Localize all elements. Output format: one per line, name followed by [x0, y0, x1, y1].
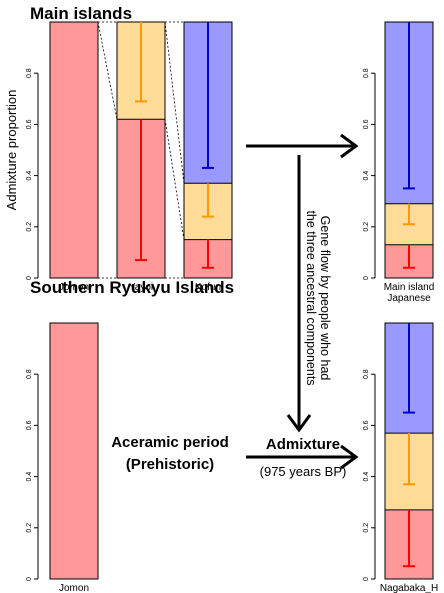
y-tick-label: 0.4: [26, 472, 33, 482]
chart-panel-3: 0 0.2 0.4 0.6 0.8 Nagabaka_H: [363, 322, 438, 593]
y-tick-label: 0.4: [26, 171, 33, 181]
y-tick-label: 0.2: [363, 523, 370, 533]
chart-panels: 0 0.2 0.4 0.6 0.8 Jomon Yayoi Kofun 0 0.2 0.4 0.6 0.…: [26, 21, 438, 593]
title-southern-ryukyu: Southern Ryukyu Islands: [30, 278, 234, 297]
bar-outline: [49, 322, 99, 580]
y-tick-label: 0.8: [26, 68, 33, 78]
arrow-down-gene-flow: [286, 155, 312, 433]
y-tick-label: 0.6: [363, 420, 370, 430]
category-label: Japanese: [387, 293, 431, 304]
years-bp-label: (975 years BP): [260, 464, 347, 479]
category-label: Nagabaka_H: [380, 583, 438, 593]
gene-flow-line2: the three ancestral components: [304, 210, 318, 385]
dashed-connectors: [97, 21, 185, 279]
dashed-connector: [164, 119, 185, 240]
y-tick-label: 0.6: [26, 119, 33, 129]
y-tick-label: 0.6: [363, 119, 370, 129]
y-tick-label: 0: [363, 577, 370, 581]
chart-panel-2: 0 0.2 0.4 0.6 0.8 Jomon: [26, 322, 99, 593]
category-label: Kofun: [195, 282, 221, 293]
bar-segment: [50, 22, 98, 278]
category-label: Jomon: [59, 583, 89, 593]
y-tick-label: 0: [26, 276, 33, 280]
gene-flow-line1: Gene flow by people who had: [318, 216, 332, 381]
dashed-connector: [164, 21, 185, 184]
title-main-islands: Main islands: [30, 4, 132, 23]
arrow-right-bottom: [246, 444, 359, 470]
category-label: Main island: [384, 282, 435, 293]
y-tick-label: 0.4: [363, 171, 370, 181]
y-tick-label: 0.8: [363, 369, 370, 379]
y-tick-label: 0: [26, 577, 33, 581]
y-tick-label: 0.2: [26, 222, 33, 232]
prehistoric-label: (Prehistoric): [126, 456, 214, 473]
chart-panel-0: 0 0.2 0.4 0.6 0.8 Jomon Yayoi Kofun: [26, 21, 233, 293]
dashed-connector: [97, 21, 118, 120]
y-axis-label: Admixture proportion: [4, 90, 19, 211]
y-tick-label: 0: [363, 276, 370, 280]
category-label: Jomon: [59, 282, 89, 293]
y-tick-label: 0.8: [363, 68, 370, 78]
y-tick-label: 0.2: [26, 523, 33, 533]
y-tick-label: 0.8: [26, 369, 33, 379]
bar-segment: [50, 323, 98, 579]
admixture-label: Admixture: [266, 436, 340, 453]
y-tick-label: 0.2: [363, 222, 370, 232]
category-label: Yayoi: [129, 282, 153, 293]
aceramic-label: Aceramic period: [111, 434, 229, 451]
bar-outline: [49, 21, 99, 279]
y-tick-label: 0.4: [363, 472, 370, 482]
arrow-right-top: [246, 133, 359, 159]
y-tick-label: 0.6: [26, 420, 33, 430]
